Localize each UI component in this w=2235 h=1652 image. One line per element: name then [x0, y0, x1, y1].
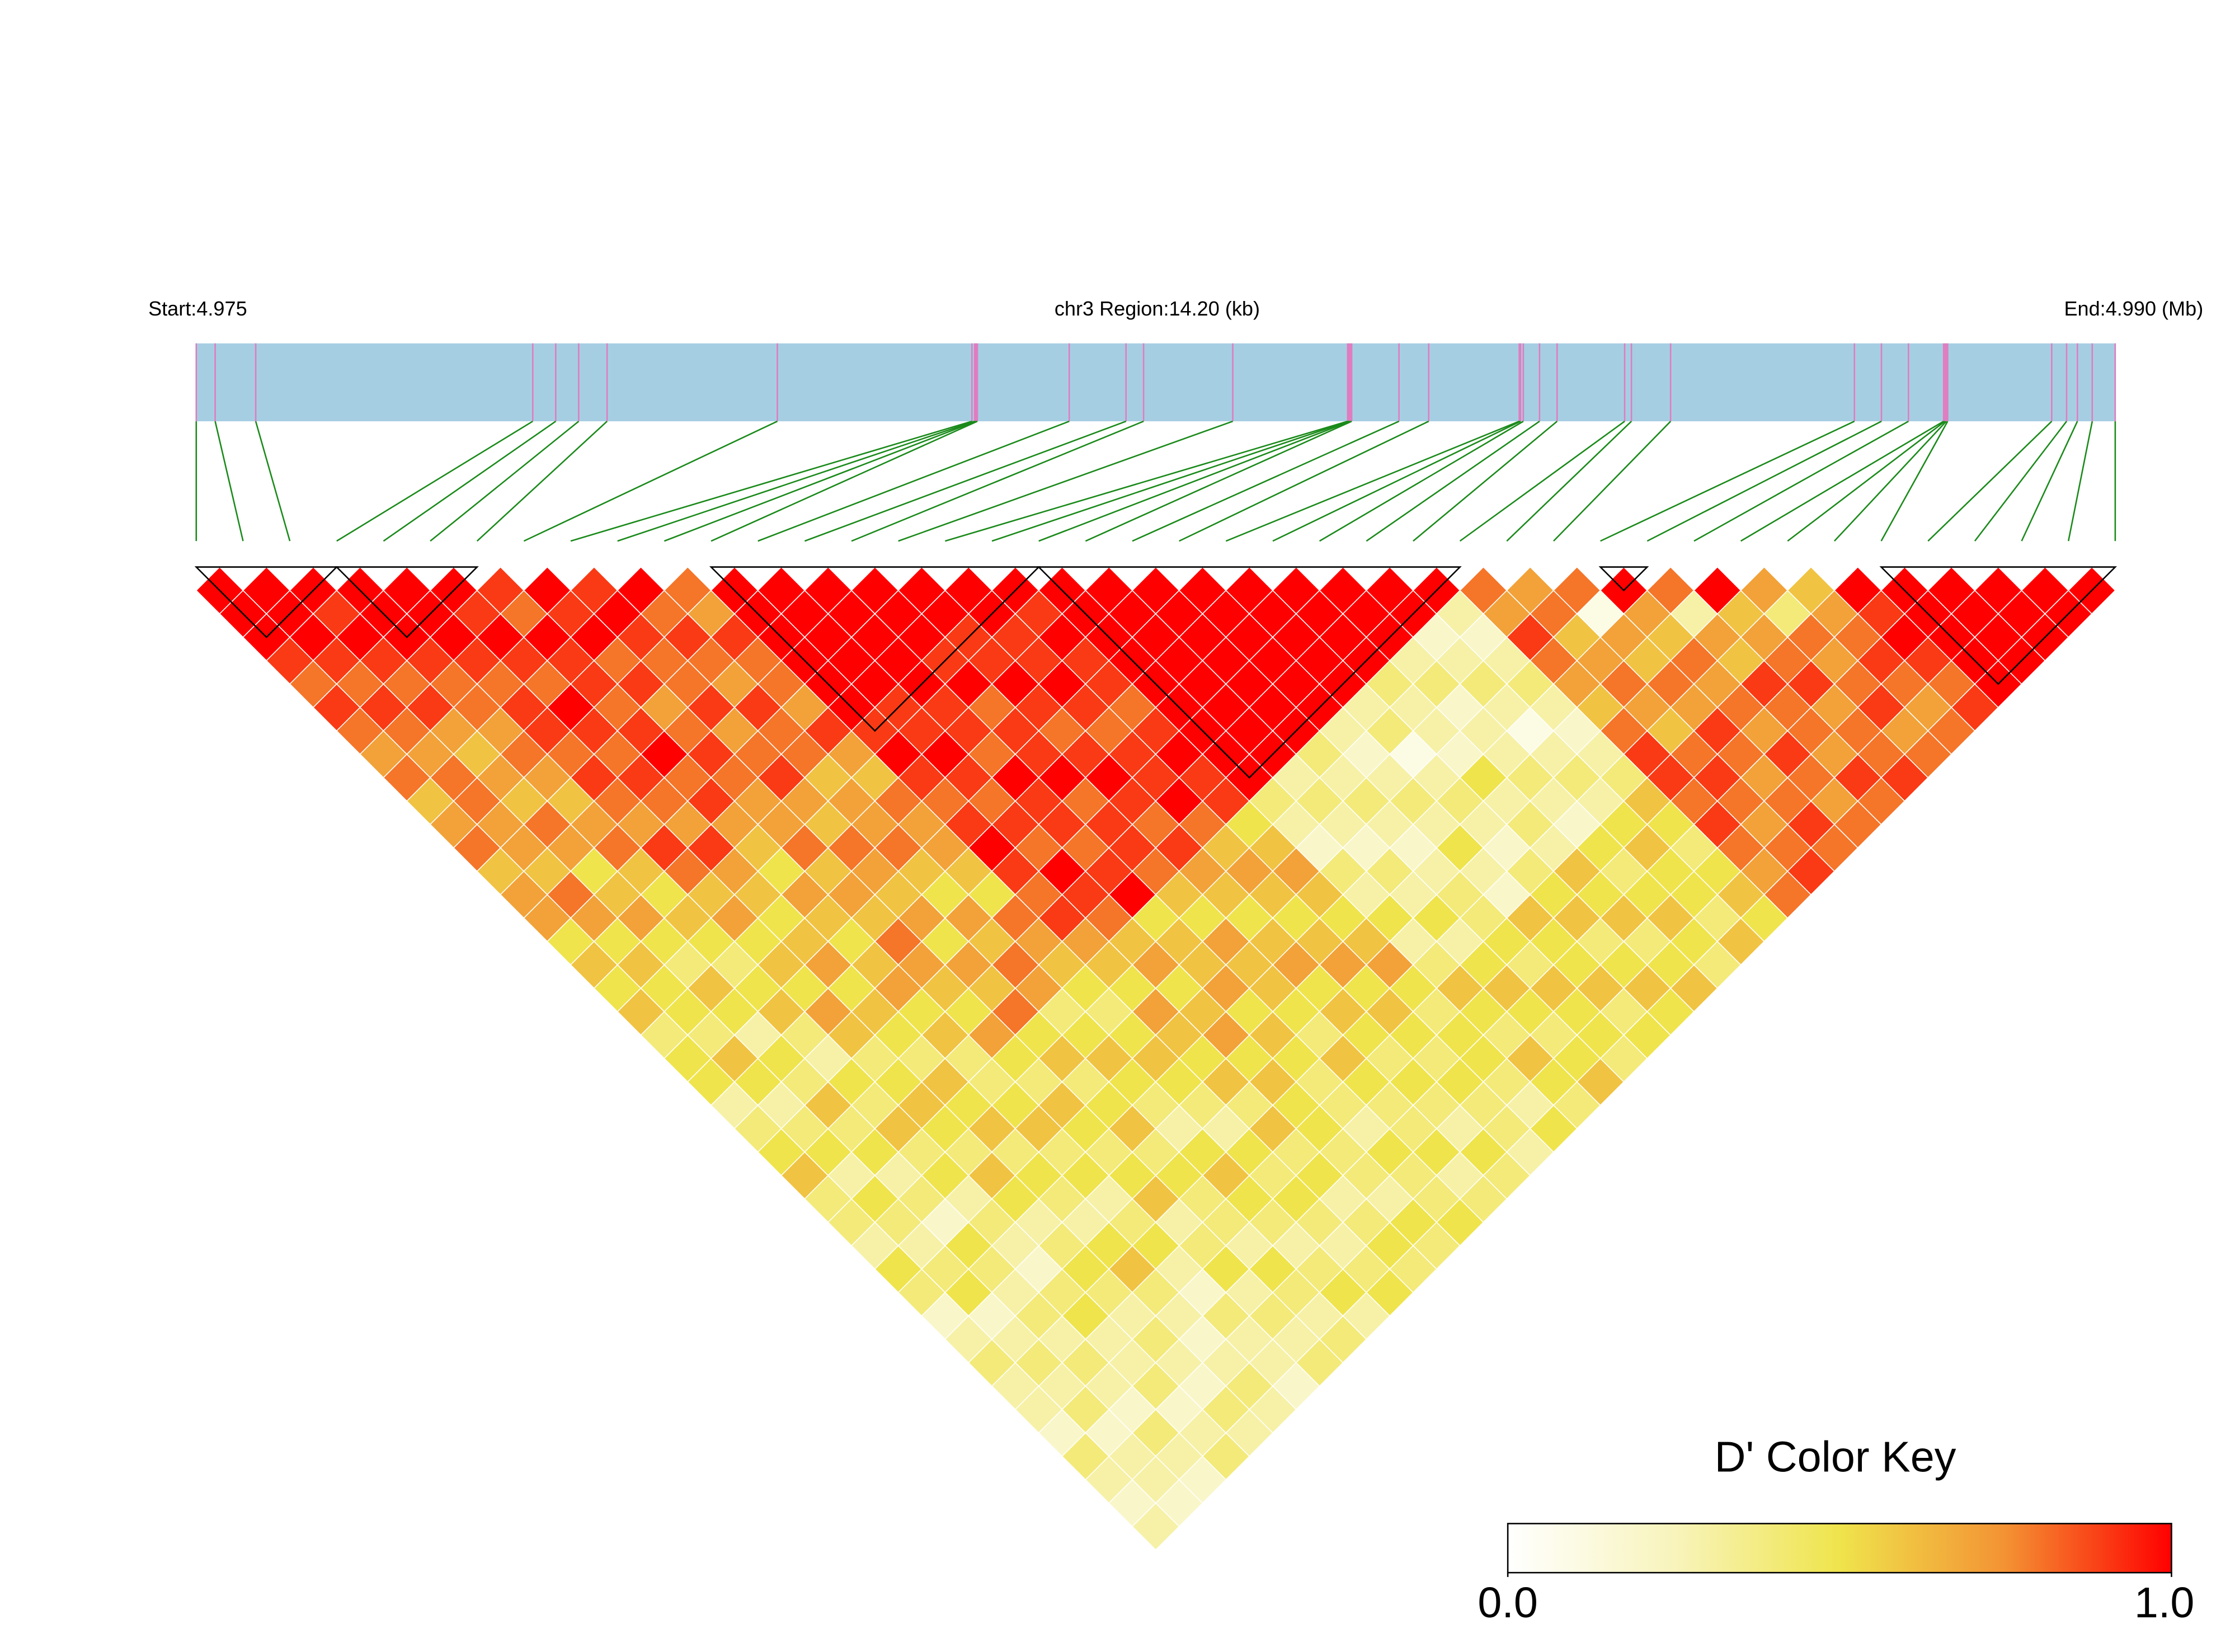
snp-connector — [1085, 420, 1352, 542]
ld-block — [335, 566, 479, 638]
color-key-title: D' Color Key — [1715, 1433, 1956, 1481]
color-key-bar — [1507, 1523, 2172, 1574]
color-key-tick-label: 1.0 — [2134, 1579, 2195, 1627]
ld-block — [709, 566, 1041, 732]
snp-connector — [1646, 420, 1882, 542]
snp-connector — [1880, 421, 1949, 542]
snp-connector — [1553, 421, 1672, 542]
snp-connector — [757, 420, 1070, 542]
end-label: End:4.990 (Mb) — [2064, 297, 2203, 320]
region-label: chr3 Region:14.20 (kb) — [1055, 297, 1260, 320]
snp-connector — [1693, 420, 1909, 542]
snp-connector — [255, 421, 291, 542]
snp-connector — [1787, 421, 1946, 542]
snp-connector — [383, 421, 557, 542]
snp-connector — [2021, 421, 2078, 542]
snp-connector — [1132, 420, 1400, 542]
snp-connector — [945, 420, 1348, 542]
snp-connector — [1833, 421, 1947, 542]
ld-block — [1598, 566, 1649, 592]
snp-connector — [1366, 421, 1540, 542]
snp-connector — [1413, 421, 1558, 542]
snp-connector — [476, 421, 608, 542]
snp-connector — [1974, 421, 2067, 542]
ld-block — [194, 566, 338, 638]
snp-connector — [991, 420, 1349, 542]
snp-connector — [1319, 420, 1524, 542]
snp-connector — [2067, 421, 2093, 542]
color-key-tick-label: 0.0 — [1478, 1579, 1538, 1627]
snp-connector — [711, 420, 978, 542]
snp-connector — [1600, 420, 1855, 542]
snp-connector — [336, 420, 533, 542]
snp-connector — [1927, 421, 2053, 542]
snp-connector — [430, 421, 580, 542]
ld-block — [1037, 566, 1462, 779]
snp-connector — [1225, 420, 1520, 542]
snp-connector — [1038, 420, 1351, 542]
snp-connector — [1272, 420, 1521, 542]
snp-connector — [1740, 420, 1944, 542]
snp-connector — [617, 420, 975, 542]
ld-block — [1879, 566, 2118, 685]
snp-connector — [570, 420, 972, 542]
region-bar — [196, 343, 2115, 422]
snp-connector — [523, 420, 778, 542]
snp-connector — [804, 420, 1127, 542]
snp-connector — [214, 421, 244, 542]
snp-connector — [664, 420, 977, 542]
snp-connector — [1506, 421, 1632, 542]
snp-connector — [1179, 420, 1429, 542]
snp-connector — [851, 420, 1144, 542]
snp-connector — [898, 420, 1233, 542]
snp-connector — [1459, 421, 1625, 542]
start-label: Start:4.975 — [148, 297, 247, 320]
